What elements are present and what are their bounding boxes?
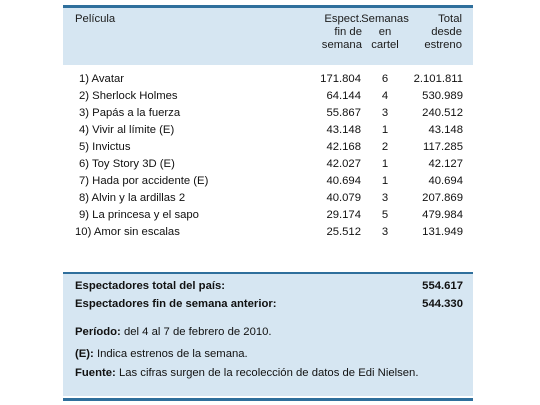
note-estrenos-text: Indica estrenos de la semana. xyxy=(96,348,248,360)
total-since-release: 2.101.811 xyxy=(413,73,463,85)
movie-title: 4) Vivir al límite (E) xyxy=(79,124,175,136)
note-periodo-text: del 4 al 7 de febrero de 2010. xyxy=(123,326,272,338)
header-pelicula: Película xyxy=(75,13,116,25)
weekend-spectators: 25.512 xyxy=(326,226,361,238)
table-row: 7) Hada por accidente (E) 40.694 1 40.69… xyxy=(63,174,473,190)
movie-title: 3) Papás a la fuerza xyxy=(79,107,181,119)
country-total-value: 554.617 xyxy=(422,280,463,292)
weeks-showing: 1 xyxy=(381,158,389,170)
weeks-showing: 4 xyxy=(381,90,389,102)
total-since-release: 479.984 xyxy=(422,209,463,221)
weekend-spectators: 55.867 xyxy=(326,107,361,119)
header-espect-line3: semana xyxy=(321,39,362,51)
weeks-showing: 3 xyxy=(381,107,389,119)
note-fuente-text: Las cifras surgen de la recolección de d… xyxy=(118,367,419,379)
totals-section: Espectadores total del país: 554.617 Esp… xyxy=(63,272,473,320)
top-rule xyxy=(63,5,473,8)
weeks-showing: 1 xyxy=(381,124,389,136)
total-since-release: 40.694 xyxy=(428,175,463,187)
weeks-showing: 2 xyxy=(381,141,389,153)
header-espect-line2: fin de xyxy=(334,26,362,38)
total-since-release: 42.127 xyxy=(428,158,463,170)
weekend-spectators: 40.694 xyxy=(326,175,361,187)
header-total-line2: desde xyxy=(431,26,462,38)
note-periodo-label: Período: xyxy=(75,326,121,338)
weeks-showing: 3 xyxy=(381,192,389,204)
total-since-release: 117.285 xyxy=(423,141,463,153)
movie-title: 1) Avatar xyxy=(79,73,125,85)
movie-title: 5) Invictus xyxy=(79,141,131,153)
previous-weekend-label: Espectadores fin de semana anterior: xyxy=(75,298,277,310)
notes-section: Período: del 4 al 7 de febrero de 2010. … xyxy=(63,318,473,396)
total-since-release: 240.512 xyxy=(422,107,463,119)
movie-title: 8) Alvin y la ardillas 2 xyxy=(79,192,186,204)
total-since-release: 131.949 xyxy=(422,226,463,238)
weeks-showing: 1 xyxy=(381,175,389,187)
weeks-showing: 5 xyxy=(381,209,389,221)
movie-title: 6) Toy Story 3D (E) xyxy=(79,158,175,170)
table-row: 3) Papás a la fuerza 55.867 3 240.512 xyxy=(63,106,473,122)
weekend-spectators: 43.148 xyxy=(326,124,361,136)
table-row: 8) Alvin y la ardillas 2 40.079 3 207.86… xyxy=(63,191,473,207)
weekend-spectators: 171.804 xyxy=(320,73,361,85)
header-total-line3: estreno xyxy=(424,39,462,51)
note-estrenos-label: (E): xyxy=(75,348,94,360)
table-row: 2) Sherlock Holmes 64.144 4 530.989 xyxy=(63,89,473,105)
note-fuente: Fuente: Las cifras surgen de la recolecc… xyxy=(75,367,418,380)
total-since-release: 530.989 xyxy=(422,90,463,102)
movie-title: 7) Hada por accidente (E) xyxy=(79,175,209,187)
table-header: Película Espect. fin de semana Semanas e… xyxy=(63,8,473,65)
table-row: 6) Toy Story 3D (E) 42.027 1 42.127 xyxy=(63,157,473,173)
movie-title: 9) La princesa y el sapo xyxy=(79,209,199,221)
header-espect-line1: Espect. xyxy=(324,13,362,25)
header-semanas-line3: cartel xyxy=(371,39,399,51)
weekend-spectators: 40.079 xyxy=(326,192,361,204)
note-fuente-label: Fuente: xyxy=(75,367,116,379)
table-row: 5) Invictus 42.168 2 117.285 xyxy=(63,140,473,156)
header-semanas-line1: Semanas xyxy=(361,13,409,25)
total-since-release: 43.148 xyxy=(428,124,463,136)
weekend-spectators: 29.174 xyxy=(326,209,361,221)
weekend-spectators: 64.144 xyxy=(326,90,361,102)
movie-title: 2) Sherlock Holmes xyxy=(79,90,178,102)
bottom-rule xyxy=(63,398,473,401)
table-row: 9) La princesa y el sapo 29.174 5 479.98… xyxy=(63,208,473,224)
weekend-spectators: 42.168 xyxy=(326,141,361,153)
previous-weekend-value: 544.330 xyxy=(422,298,463,310)
movie-title: 10) Amor sin escalas xyxy=(75,226,180,238)
total-since-release: 207.869 xyxy=(422,192,463,204)
country-total-label: Espectadores total del país: xyxy=(75,280,226,292)
weekend-spectators: 42.027 xyxy=(326,158,361,170)
table-row: 4) Vivir al límite (E) 43.148 1 43.148 xyxy=(63,123,473,139)
box-office-table: Película Espect. fin de semana Semanas e… xyxy=(63,0,473,405)
header-semanas-line2: en xyxy=(378,26,392,38)
header-total-line1: Total xyxy=(438,13,462,25)
note-periodo: Período: del 4 al 7 de febrero de 2010. xyxy=(75,326,272,339)
weeks-showing: 3 xyxy=(381,226,389,238)
table-row: 1) Avatar 171.804 6 2.101.811 xyxy=(63,72,473,88)
note-estrenos: (E): Indica estrenos de la semana. xyxy=(75,348,248,361)
table-row: 10) Amor sin escalas 25.512 3 131.949 xyxy=(63,225,473,241)
weeks-showing: 6 xyxy=(381,73,389,85)
